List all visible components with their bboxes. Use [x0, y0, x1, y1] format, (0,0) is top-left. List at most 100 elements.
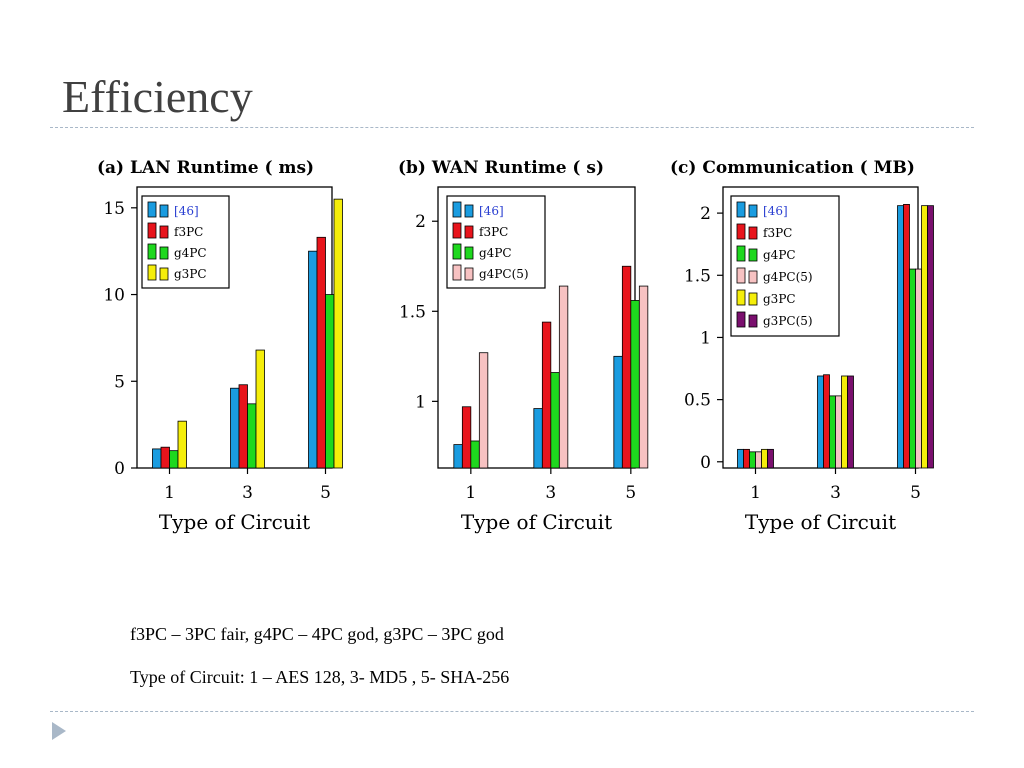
bar-g4pc [749, 451, 756, 469]
legend-label: g3PC [174, 267, 207, 281]
legend-swatch [159, 246, 169, 260]
bar-f3pc [743, 448, 750, 469]
y-tick-label: 15 [103, 199, 125, 219]
bar-g4pc [470, 440, 480, 469]
bar-g3pc [761, 448, 768, 469]
bar-g3pc5 [927, 205, 934, 469]
legend-label: g3PC [763, 292, 796, 306]
bar-f3pc [903, 204, 910, 469]
x-axis-label: Type of Circuit [461, 510, 612, 534]
bar-g4pc5 [558, 285, 569, 469]
legend-swatch [147, 243, 157, 260]
legend-label: [46] [763, 204, 788, 218]
legend-label: f3PC [479, 225, 508, 239]
bar-f3pc [621, 265, 632, 469]
bar-g3pc [333, 198, 343, 469]
bar-g3pc [921, 205, 928, 469]
bar-g4pc [247, 403, 257, 469]
bar-f3pc [160, 446, 170, 469]
bar-g4pc [630, 300, 640, 469]
y-tick-label: 1 [700, 328, 711, 348]
x-tick-label: 5 [625, 483, 636, 503]
bar-f3pc [823, 374, 830, 469]
legend-swatch [748, 204, 758, 218]
legend-swatch [159, 267, 169, 281]
bar-46 [533, 408, 543, 469]
legend-swatch [464, 246, 474, 260]
bar-f3pc [316, 236, 326, 469]
bar-g3pc5 [767, 448, 774, 469]
legend-swatch [748, 270, 758, 284]
bar-g4pc5 [915, 268, 922, 469]
bar-46 [453, 444, 463, 469]
y-tick-label: 2 [415, 212, 426, 232]
legend-swatch [159, 225, 169, 239]
bar-g3pc [255, 349, 265, 469]
top-divider [50, 127, 974, 128]
chart-title: (a) LAN Runtime ( ms) [97, 158, 314, 178]
y-tick-label: 1.5 [684, 266, 711, 286]
x-tick-label: 1 [465, 483, 476, 503]
bar-g3pc [841, 375, 848, 469]
bar-g4pc [325, 294, 335, 469]
legend-swatch [464, 225, 474, 239]
legend-swatch [748, 292, 758, 306]
bar-g4pc5 [755, 451, 762, 469]
y-tick-label: 10 [103, 286, 125, 306]
y-tick-label: 5 [114, 372, 125, 392]
bar-46 [897, 205, 904, 469]
bar-g3pc [177, 420, 187, 469]
legend-swatch [452, 243, 462, 260]
legend-swatch [748, 314, 758, 328]
slide-nav-arrow-icon [52, 722, 66, 740]
bar-46 [737, 448, 744, 469]
legend-box [446, 195, 546, 289]
x-axis-label: Type of Circuit [745, 510, 896, 534]
y-tick-label: 0 [114, 459, 125, 479]
legend-label: f3PC [763, 226, 792, 240]
legend-swatch [147, 222, 157, 239]
slide-title: Efficiency [62, 71, 253, 122]
abbreviation-note: f3PC – 3PC fair, g4PC – 4PC god, g3PC – … [130, 624, 504, 644]
legend-swatch [452, 264, 462, 281]
legend-label: g4PC [763, 248, 796, 262]
legend-swatch [147, 264, 157, 281]
y-tick-label: 2 [700, 204, 711, 224]
bottom-divider [50, 711, 974, 712]
bar-g4pc [550, 372, 560, 469]
bar-g4pc [169, 450, 179, 469]
legend-swatch [736, 311, 746, 328]
legend-swatch [736, 223, 746, 240]
legend-swatch [736, 289, 746, 306]
bar-g4pc5 [638, 285, 649, 469]
legend-label: [46] [479, 204, 504, 218]
legend-swatch [736, 267, 746, 284]
legend-label: f3PC [174, 225, 203, 239]
chart-title: (b) WAN Runtime ( s) [398, 158, 604, 178]
bar-46 [817, 375, 824, 469]
legend-label: g4PC(5) [763, 270, 813, 284]
bar-46 [152, 448, 162, 469]
x-tick-label: 3 [830, 483, 841, 503]
legend-swatch [748, 248, 758, 262]
legend-swatch [748, 226, 758, 240]
x-tick-label: 3 [242, 483, 253, 503]
legend-swatch [452, 201, 462, 218]
bar-g4pc [829, 395, 836, 469]
legend-swatch [464, 267, 474, 281]
legend-swatch [159, 204, 169, 218]
bar-g4pc [909, 268, 916, 469]
x-tick-label: 3 [545, 483, 556, 503]
bar-g4pc5 [478, 352, 489, 469]
bar-f3pc [461, 406, 472, 469]
x-tick-label: 5 [910, 483, 921, 503]
legend-swatch [452, 222, 462, 239]
y-tick-label: 0 [700, 453, 711, 473]
circuit-type-note: Type of Circuit: 1 – AES 128, 3- MD5 , 5… [130, 667, 510, 687]
bar-f3pc [238, 384, 248, 469]
y-tick-label: 1 [415, 392, 426, 412]
legend-swatch [464, 204, 474, 218]
legend-box [141, 195, 230, 289]
bar-g4pc5 [835, 395, 842, 469]
